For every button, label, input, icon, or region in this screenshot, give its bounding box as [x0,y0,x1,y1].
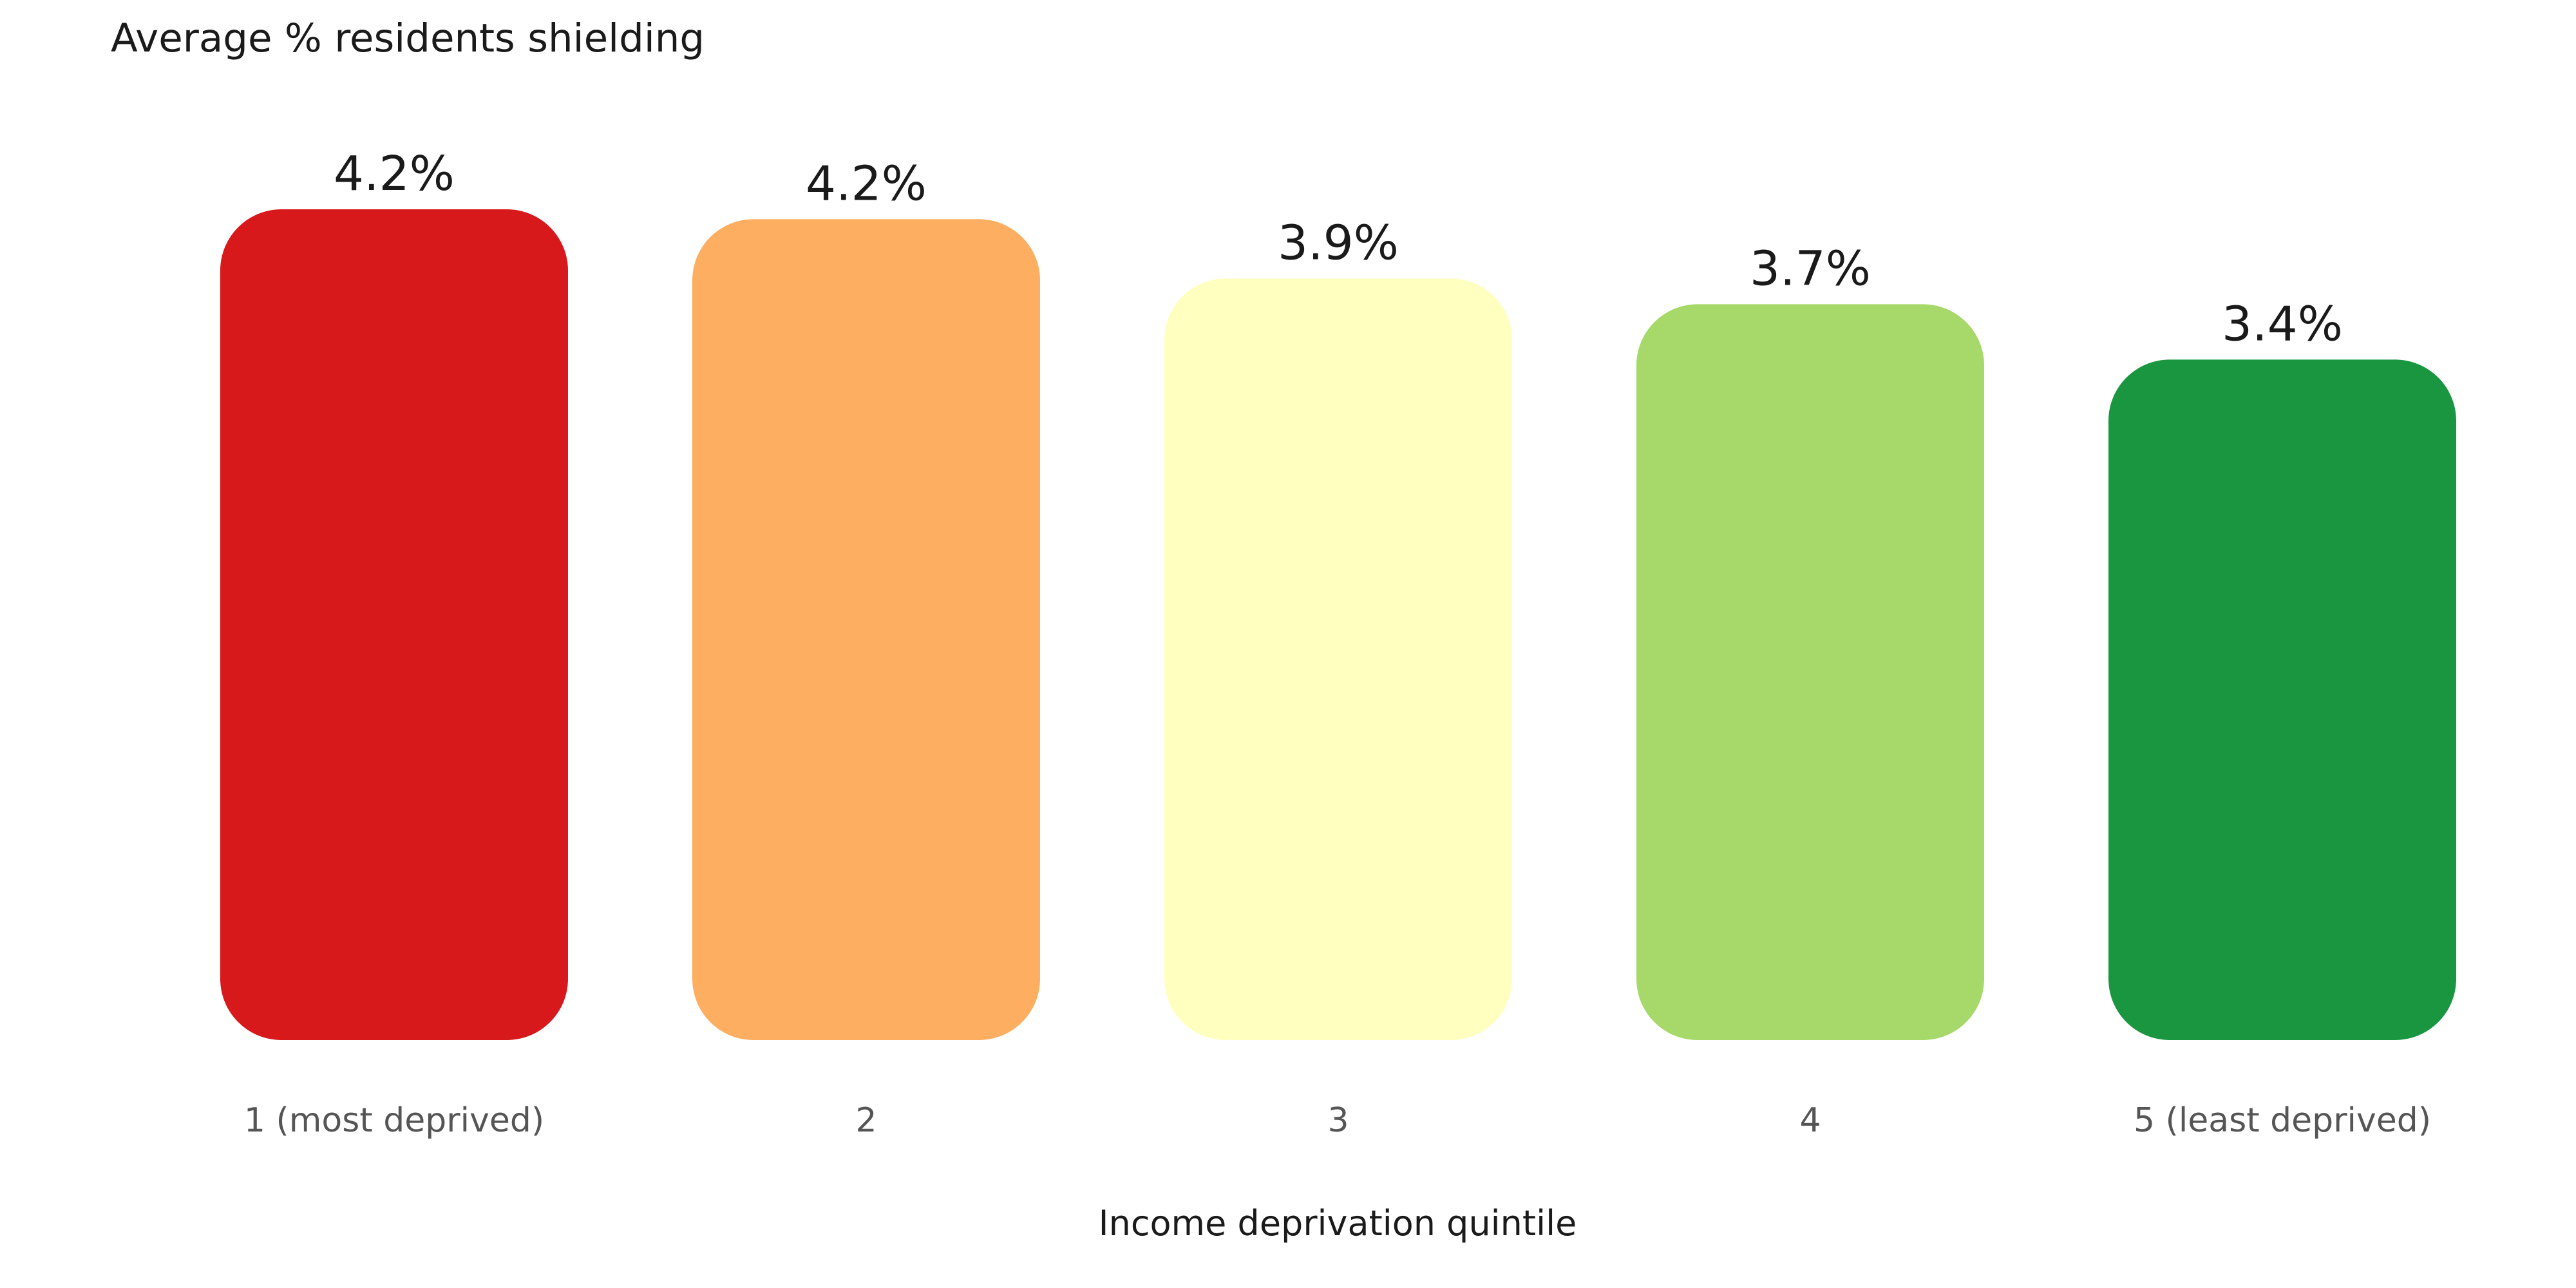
x-tick-label-5-least-deprived: 5 (least deprived) [2134,1101,2431,1140]
x-tick-label-3: 3 [1327,1101,1349,1140]
bar-4 [1636,304,1984,1040]
bars [220,209,2456,1040]
data-label-1-most-deprived: 4.2% [334,146,455,202]
data-label-5-least-deprived: 3.4% [2222,296,2343,352]
bar-5-least-deprived [2108,359,2456,1040]
x-tick-label-4: 4 [1799,1101,1821,1140]
data-label-4: 3.7% [1750,241,1871,296]
x-tick-labels: 1 (most deprived) 2 3 4 5 (least deprived) [244,1101,2431,1140]
x-tick-label-1-most-deprived: 1 (most deprived) [244,1101,544,1140]
chart-title: Average % residents shielding [111,15,705,61]
bar-3 [1164,278,1512,1040]
x-tick-label-2: 2 [855,1101,876,1140]
bar-1-most-deprived [220,209,568,1040]
x-axis-label: Income deprivation quintile [1099,1203,1577,1244]
data-label-2: 4.2% [806,156,927,211]
data-label-3: 3.9% [1278,216,1399,271]
bar-2 [692,219,1040,1040]
value-labels: 4.2% 4.2% 3.9% 3.7% 3.4% [334,146,2343,352]
